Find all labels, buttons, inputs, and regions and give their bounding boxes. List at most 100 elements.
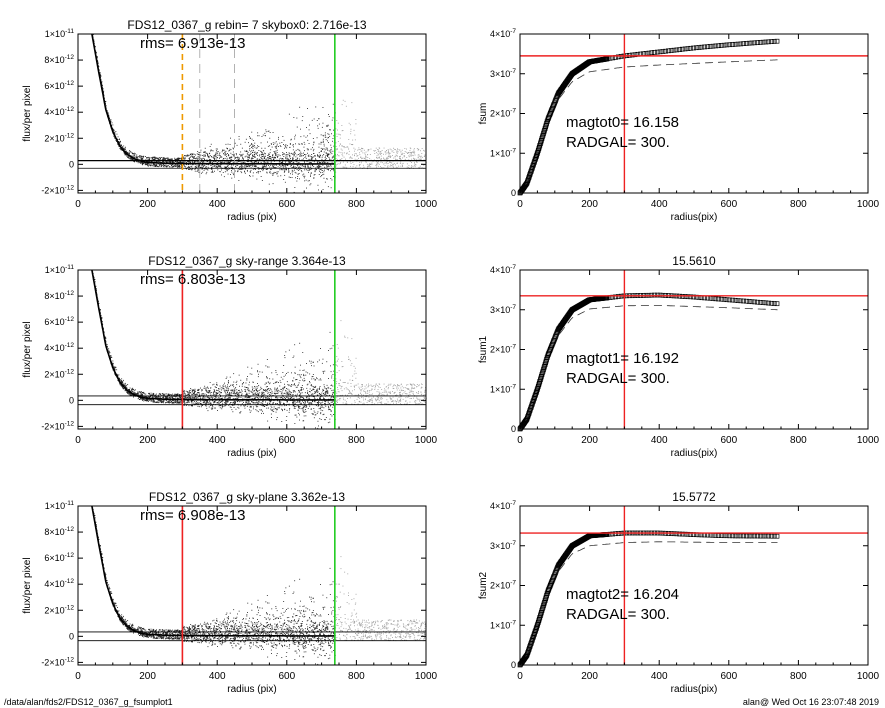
data-point xyxy=(261,169,263,170)
data-point xyxy=(402,166,403,167)
data-point xyxy=(321,175,322,176)
data-point xyxy=(156,397,158,399)
data-point xyxy=(273,144,275,145)
data-point xyxy=(251,373,253,375)
data-point xyxy=(251,391,253,393)
data-point xyxy=(209,391,211,393)
data-point xyxy=(303,173,305,175)
data-point xyxy=(308,402,310,404)
data-point xyxy=(243,405,245,407)
data-point xyxy=(322,135,324,137)
data-point xyxy=(324,132,326,134)
data-point xyxy=(194,389,196,391)
data-point xyxy=(244,397,246,398)
data-point xyxy=(211,409,213,410)
data-point xyxy=(285,169,287,171)
data-point xyxy=(389,165,391,167)
data-point xyxy=(420,159,421,161)
data-point xyxy=(383,167,385,169)
data-point xyxy=(252,155,254,157)
data-point xyxy=(129,387,131,389)
data-point xyxy=(342,152,344,154)
data-point xyxy=(341,125,343,126)
data-point xyxy=(307,390,309,392)
data-point xyxy=(299,401,301,403)
data-point xyxy=(205,396,207,398)
data-point xyxy=(201,393,203,394)
data-point xyxy=(280,146,282,147)
data-point xyxy=(242,168,244,170)
data-point xyxy=(321,161,323,163)
data-point xyxy=(403,156,405,158)
data-point xyxy=(226,159,228,161)
data-point xyxy=(233,148,234,150)
data-point xyxy=(324,392,326,394)
data-point xyxy=(265,396,266,398)
data-point xyxy=(197,169,199,171)
data-point xyxy=(146,164,147,166)
data-point xyxy=(239,385,240,387)
data-point xyxy=(206,402,208,404)
data-point xyxy=(148,163,150,165)
data-point xyxy=(340,143,341,145)
data-point xyxy=(178,162,180,163)
data-point xyxy=(180,164,182,166)
data-point xyxy=(206,160,208,162)
data-point xyxy=(374,150,375,152)
data-point xyxy=(165,161,167,162)
data-point xyxy=(284,174,286,176)
data-point xyxy=(395,154,397,156)
data-point xyxy=(337,129,338,131)
data-point xyxy=(162,158,163,160)
data-point xyxy=(272,142,274,144)
data-point xyxy=(249,148,251,149)
data-point xyxy=(179,165,181,166)
growth-point xyxy=(654,49,660,55)
data-point xyxy=(268,183,270,185)
data-point xyxy=(282,166,284,168)
data-point xyxy=(367,154,368,156)
data-point xyxy=(137,393,139,395)
data-point xyxy=(335,158,337,159)
data-point xyxy=(376,157,378,159)
data-point xyxy=(257,386,259,388)
data-point xyxy=(311,365,312,367)
data-point xyxy=(202,396,204,398)
data-point xyxy=(179,158,181,159)
data-point xyxy=(410,155,412,157)
data-point xyxy=(330,164,331,166)
data-point xyxy=(329,135,331,137)
data-point xyxy=(229,396,231,398)
data-point xyxy=(325,405,327,407)
data-point xyxy=(339,163,341,165)
data-point xyxy=(226,161,228,163)
data-point xyxy=(265,153,266,155)
data-point xyxy=(254,393,256,395)
data-point xyxy=(205,173,207,175)
data-point xyxy=(256,401,258,403)
data-point xyxy=(358,164,360,166)
data-point xyxy=(269,158,270,159)
data-point xyxy=(380,166,381,168)
data-point xyxy=(220,161,222,163)
growth-point xyxy=(688,45,694,51)
profile-curve xyxy=(91,33,336,165)
data-point xyxy=(389,161,391,163)
growth-point xyxy=(746,40,752,46)
growth-point xyxy=(541,131,546,136)
data-point xyxy=(114,368,116,370)
data-point xyxy=(392,164,394,166)
data-point xyxy=(242,383,244,384)
data-point xyxy=(163,394,165,396)
data-point xyxy=(161,164,162,166)
data-point xyxy=(225,143,227,145)
data-point xyxy=(141,398,143,400)
data-point xyxy=(163,161,165,163)
data-point xyxy=(404,155,406,157)
data-point xyxy=(204,159,206,160)
data-point xyxy=(335,163,337,165)
data-point xyxy=(319,162,320,164)
data-point xyxy=(304,157,306,158)
data-point xyxy=(168,394,170,396)
data-point xyxy=(185,155,187,156)
